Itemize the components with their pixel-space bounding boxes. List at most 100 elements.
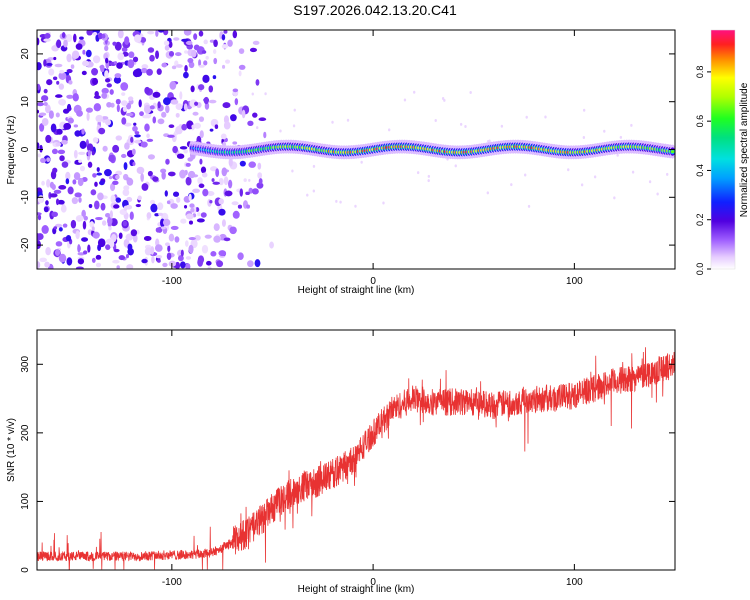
- noise-blob: [95, 114, 104, 123]
- noise-dot: [469, 90, 472, 94]
- noise-blob: [136, 166, 145, 175]
- noise-blob: [146, 68, 153, 76]
- noise-blob: [190, 207, 195, 213]
- noise-blob: [185, 256, 192, 260]
- noise-blob: [132, 161, 136, 166]
- noise-blob: [188, 236, 196, 241]
- noise-blob: [65, 178, 70, 185]
- noise-blob: [87, 244, 91, 253]
- noise-blob: [112, 41, 117, 46]
- noise-blob: [88, 203, 93, 209]
- noise-blob: [155, 227, 161, 233]
- noise-blob: [248, 161, 256, 168]
- noise-dot: [666, 172, 669, 176]
- noise-blob: [99, 180, 105, 186]
- noise-blob: [109, 239, 115, 248]
- noise-blob: [37, 214, 42, 221]
- noise-blob: [39, 123, 45, 132]
- noise-dot: [523, 173, 527, 177]
- noise-blob: [175, 103, 183, 110]
- noise-blob: [143, 104, 152, 114]
- noise-blob: [44, 261, 50, 268]
- noise-dot: [335, 199, 338, 203]
- spectrogram-signal-band: [188, 139, 675, 160]
- noise-dot: [416, 171, 420, 175]
- noise-blob: [228, 157, 233, 167]
- noise-blob: [75, 266, 84, 269]
- noise-blob: [123, 162, 128, 170]
- noise-blob: [98, 127, 106, 135]
- noise-blob: [199, 130, 204, 139]
- noise-blob: [121, 47, 128, 53]
- noise-blob: [39, 257, 47, 263]
- noise-blob: [179, 91, 183, 100]
- noise-blob: [248, 187, 253, 194]
- noise-blob: [221, 44, 229, 49]
- noise-blob: [116, 104, 120, 113]
- noise-blob: [162, 262, 168, 268]
- noise-blob: [194, 101, 199, 106]
- noise-blob: [56, 128, 63, 135]
- noise-blob: [124, 122, 132, 127]
- noise-dot: [567, 168, 570, 172]
- noise-blob: [43, 88, 48, 94]
- noise-dot: [354, 204, 357, 208]
- noise-blob: [218, 250, 227, 257]
- noise-blob: [214, 124, 219, 130]
- noise-dot: [582, 108, 586, 112]
- noise-blob: [144, 247, 152, 256]
- noise-blob: [203, 60, 208, 66]
- noise-blob: [202, 74, 210, 83]
- noise-blob: [181, 38, 189, 42]
- noise-blob: [165, 105, 170, 114]
- colorbar-gradient: [711, 30, 735, 269]
- noise-blob: [121, 92, 126, 96]
- colorbar-frame: [710, 29, 736, 270]
- noise-blob: [202, 188, 209, 197]
- noise-blob: [93, 95, 101, 99]
- noise-blob: [86, 143, 94, 152]
- noise-blob: [115, 197, 122, 203]
- snr-y-tick-label: 300: [20, 356, 31, 373]
- noise-blob: [114, 73, 122, 79]
- noise-blob: [197, 258, 204, 267]
- noise-dot: [500, 124, 504, 128]
- noise-blob: [197, 212, 201, 217]
- noise-blob: [224, 190, 233, 197]
- noise-blob: [50, 123, 57, 133]
- noise-blob: [132, 56, 139, 63]
- noise-blob: [65, 33, 73, 43]
- noise-blob: [121, 100, 128, 106]
- noise-blob: [188, 220, 193, 225]
- noise-dot: [360, 160, 363, 164]
- noise-blob: [78, 159, 82, 163]
- noise-blob: [101, 92, 108, 99]
- noise-dot: [510, 183, 513, 187]
- noise-blob: [257, 172, 263, 179]
- noise-dot: [616, 153, 619, 157]
- noise-blob: [175, 52, 182, 57]
- noise-dot: [346, 118, 350, 122]
- noise-blob: [91, 257, 96, 263]
- noise-blob: [169, 81, 177, 90]
- noise-blob: [146, 138, 154, 142]
- noise-blob: [82, 49, 86, 55]
- noise-blob: [152, 116, 157, 124]
- noise-blob: [231, 201, 239, 206]
- noise-blob: [185, 263, 191, 269]
- noise-blob: [67, 117, 74, 124]
- noise-blob: [170, 99, 179, 105]
- noise-blob: [46, 179, 51, 188]
- noise-blob: [73, 124, 79, 128]
- noise-blob: [105, 57, 109, 64]
- noise-dot: [331, 120, 334, 124]
- noise-blob: [157, 101, 161, 109]
- colorbar-tick-label: 0.4: [695, 164, 705, 177]
- noise-blob: [185, 40, 193, 46]
- noise-blob: [135, 203, 141, 208]
- noise-blob: [37, 261, 41, 269]
- colorbar-tick-label: 0.6: [695, 115, 705, 128]
- snr-y-tick-label: 200: [20, 424, 31, 441]
- noise-blob: [107, 216, 113, 225]
- noise-blob: [203, 39, 208, 45]
